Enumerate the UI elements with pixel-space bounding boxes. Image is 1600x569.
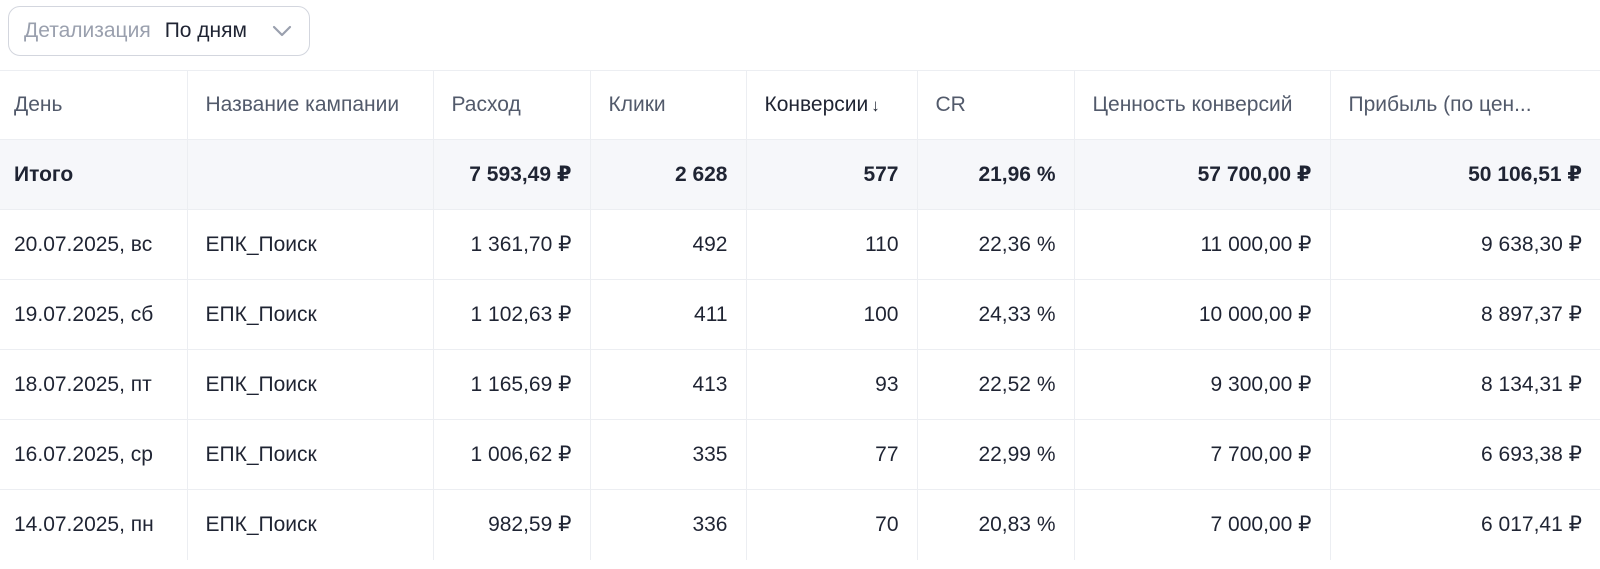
column-header-conversion-value[interactable]: Ценность конверсий (1073, 70, 1330, 140)
cell-day: 20.07.2025, вс (0, 209, 187, 280)
cell-clicks: 492 (589, 209, 746, 280)
cell-clicks: 335 (589, 419, 746, 490)
table-row: 14.07.2025, пн ЕПК_Поиск 982,59 ₽ 336 70… (0, 489, 1600, 560)
cell-profit: 9 638,30 ₽ (1329, 209, 1600, 280)
cell-campaign[interactable]: ЕПК_Поиск (186, 419, 433, 490)
cell-conversions: 100 (745, 279, 917, 350)
cell-day: 18.07.2025, пт (0, 349, 187, 420)
column-header-clicks[interactable]: Клики (589, 70, 746, 140)
total-cr: 21,96 % (916, 139, 1074, 210)
stats-table: День Название кампании Расход Клики Конв… (0, 70, 1600, 560)
cell-conversions: 77 (745, 419, 917, 490)
total-profit: 50 106,51 ₽ (1329, 139, 1600, 210)
column-header-conversions-label: Конверсии (764, 93, 869, 116)
cell-cost: 1 165,69 ₽ (432, 349, 590, 420)
cell-conversions: 110 (745, 209, 917, 280)
total-row: Итого 7 593,49 ₽ 2 628 577 21,96 % 57 70… (0, 139, 1600, 210)
total-label: Итого (0, 139, 187, 210)
column-header-cost[interactable]: Расход (432, 70, 590, 140)
cell-clicks: 336 (589, 489, 746, 560)
cell-campaign[interactable]: ЕПК_Поиск (186, 349, 433, 420)
chevron-down-icon (272, 25, 292, 37)
cell-profit: 8 897,37 ₽ (1329, 279, 1600, 350)
toolbar: Детализация По дням (0, 0, 1600, 70)
cell-conversion-value: 10 000,00 ₽ (1073, 279, 1330, 350)
cell-cost: 1 102,63 ₽ (432, 279, 590, 350)
column-header-conversions[interactable]: Конверсии ↓ (745, 70, 917, 140)
table-header-row: День Название кампании Расход Клики Конв… (0, 70, 1600, 140)
cell-clicks: 411 (589, 279, 746, 350)
cell-conversion-value: 7 000,00 ₽ (1073, 489, 1330, 560)
detail-level-value: По дням (164, 19, 247, 42)
cell-cr: 22,52 % (916, 349, 1074, 420)
cell-clicks: 413 (589, 349, 746, 420)
cell-day: 19.07.2025, сб (0, 279, 187, 350)
cell-conversion-value: 7 700,00 ₽ (1073, 419, 1330, 490)
column-header-profit[interactable]: Прибыль (по цен... (1329, 70, 1600, 140)
detail-level-select[interactable]: Детализация По дням (8, 6, 310, 56)
total-conversions: 577 (745, 139, 917, 210)
cell-profit: 8 134,31 ₽ (1329, 349, 1600, 420)
cell-conversion-value: 9 300,00 ₽ (1073, 349, 1330, 420)
cell-conversions: 93 (745, 349, 917, 420)
cell-conversion-value: 11 000,00 ₽ (1073, 209, 1330, 280)
cell-cr: 22,36 % (916, 209, 1074, 280)
cell-cr: 22,99 % (916, 419, 1074, 490)
cell-cr: 24,33 % (916, 279, 1074, 350)
table-row: 16.07.2025, ср ЕПК_Поиск 1 006,62 ₽ 335 … (0, 419, 1600, 490)
cell-profit: 6 693,38 ₽ (1329, 419, 1600, 490)
cell-day: 14.07.2025, пн (0, 489, 187, 560)
column-header-cr[interactable]: CR (916, 70, 1074, 140)
table-row: 20.07.2025, вс ЕПК_Поиск 1 361,70 ₽ 492 … (0, 209, 1600, 280)
cell-cr: 20,83 % (916, 489, 1074, 560)
total-clicks: 2 628 (589, 139, 746, 210)
cell-day: 16.07.2025, ср (0, 419, 187, 490)
column-header-campaign[interactable]: Название кампании (186, 70, 433, 140)
column-header-day[interactable]: День (0, 70, 187, 140)
cell-cost: 1 361,70 ₽ (432, 209, 590, 280)
sort-descending-icon: ↓ (871, 96, 880, 115)
table-row: 19.07.2025, сб ЕПК_Поиск 1 102,63 ₽ 411 … (0, 279, 1600, 350)
table-row: 18.07.2025, пт ЕПК_Поиск 1 165,69 ₽ 413 … (0, 349, 1600, 420)
cell-campaign[interactable]: ЕПК_Поиск (186, 209, 433, 280)
cell-conversions: 70 (745, 489, 917, 560)
cell-campaign[interactable]: ЕПК_Поиск (186, 489, 433, 560)
total-campaign (186, 139, 433, 210)
cell-cost: 982,59 ₽ (432, 489, 590, 560)
cell-cost: 1 006,62 ₽ (432, 419, 590, 490)
total-conversion-value: 57 700,00 ₽ (1073, 139, 1330, 210)
detail-level-label: Детализация (24, 19, 151, 42)
cell-campaign[interactable]: ЕПК_Поиск (186, 279, 433, 350)
cell-profit: 6 017,41 ₽ (1329, 489, 1600, 560)
total-cost: 7 593,49 ₽ (432, 139, 590, 210)
